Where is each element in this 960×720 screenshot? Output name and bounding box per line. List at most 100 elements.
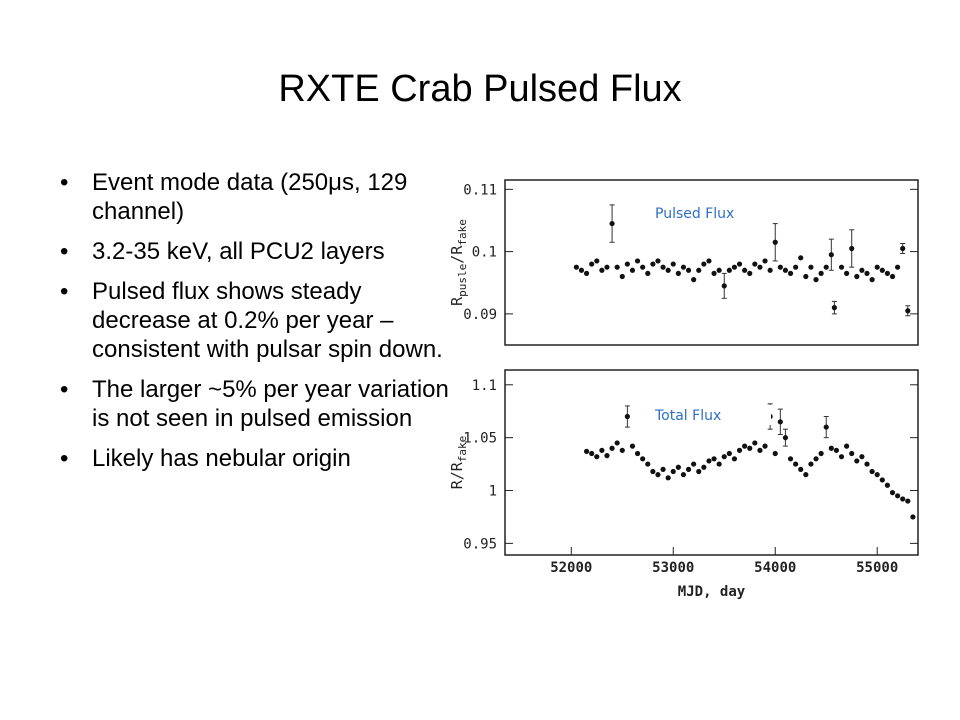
data-point <box>599 267 605 273</box>
data-point <box>772 239 778 245</box>
data-point <box>844 270 850 276</box>
data-point <box>905 308 911 314</box>
data-point <box>604 264 610 270</box>
y-axis-label: R/Rfake <box>448 436 469 490</box>
data-point <box>691 461 697 467</box>
data-point <box>670 468 676 475</box>
data-point <box>650 261 656 267</box>
annotation: Pulsed Flux <box>655 206 734 222</box>
data-point <box>594 258 600 264</box>
annotation: Total Flux <box>654 408 721 424</box>
data-point <box>736 261 743 267</box>
x-tick-label: 54000 <box>754 560 796 576</box>
data-point <box>859 267 865 273</box>
x-tick-label: 53000 <box>652 560 694 576</box>
bullet: Event mode data (250μs, 129 channel) <box>60 168 460 226</box>
data-point <box>762 443 768 449</box>
data-point <box>721 283 727 289</box>
data-point <box>874 472 880 478</box>
data-point <box>609 445 615 451</box>
data-point <box>895 264 901 270</box>
data-point <box>645 461 651 467</box>
data-point <box>742 443 748 449</box>
data-point <box>787 270 794 276</box>
data-point <box>844 443 850 449</box>
data-point <box>813 456 819 462</box>
data-point <box>624 261 630 267</box>
data-point <box>696 468 702 475</box>
data-point <box>721 454 727 460</box>
data-point <box>726 267 732 273</box>
data-point <box>645 270 651 276</box>
data-point <box>752 440 758 446</box>
data-point <box>701 464 707 470</box>
data-point <box>757 264 763 270</box>
data-point <box>782 267 789 273</box>
data-point <box>889 273 896 280</box>
data-point <box>680 472 687 478</box>
data-point <box>583 270 590 276</box>
y-axis-label-part: R <box>448 296 466 306</box>
annotation-bg <box>651 203 771 223</box>
y-tick-label: 0.11 <box>463 182 497 198</box>
data-point <box>864 461 870 467</box>
data-point <box>823 424 829 430</box>
data-point <box>854 458 860 464</box>
data-point <box>604 453 610 459</box>
data-point <box>849 450 855 457</box>
data-point <box>889 490 896 496</box>
data-point <box>874 264 880 270</box>
data-point <box>731 264 738 270</box>
data-point <box>757 447 763 453</box>
data-point <box>752 261 758 267</box>
data-point <box>900 496 906 502</box>
data-point <box>650 468 656 475</box>
data-point <box>731 456 738 462</box>
data-point <box>589 261 595 267</box>
data-point <box>859 454 865 460</box>
data-point <box>854 273 860 280</box>
data-point <box>838 264 845 270</box>
plot-frame <box>504 179 919 346</box>
data-point <box>762 258 768 264</box>
data-point <box>900 245 906 252</box>
data-point <box>680 264 687 270</box>
data-point <box>660 466 666 472</box>
bullet: Pulsed flux shows steady decrease at 0.2… <box>60 277 460 364</box>
data-point <box>614 264 620 270</box>
data-point <box>879 477 885 483</box>
plot-frame <box>504 369 919 556</box>
data-point <box>640 456 646 462</box>
data-point <box>831 305 837 311</box>
data-point <box>808 264 814 270</box>
data-point <box>787 456 794 462</box>
data-point <box>777 264 783 270</box>
data-point <box>578 267 585 273</box>
data-point <box>665 267 671 273</box>
data-point <box>660 264 666 270</box>
data-point <box>838 454 845 460</box>
data-point <box>808 461 814 467</box>
annotation-bg <box>651 405 771 425</box>
data-point <box>849 245 855 252</box>
data-point <box>869 277 875 283</box>
data-point <box>599 447 605 453</box>
data-point <box>793 264 799 270</box>
data-point <box>589 450 595 457</box>
data-point <box>640 264 646 270</box>
data-point <box>828 252 834 258</box>
data-point <box>905 498 911 504</box>
y-axis-label-part: pusle <box>456 264 469 297</box>
bullet: The larger ~5% per year variation is not… <box>60 375 460 433</box>
data-point <box>706 458 712 464</box>
x-tick-label: 55000 <box>856 560 898 576</box>
data-point <box>609 220 615 227</box>
y-tick-label: 1.1 <box>472 378 497 394</box>
y-axis-label: Rpusle/Rfake <box>448 219 469 306</box>
data-point <box>675 464 681 470</box>
data-point <box>655 472 661 478</box>
data-point <box>828 445 834 451</box>
y-axis-label-part: /R <box>448 245 466 264</box>
y-tick-label: 1 <box>489 484 497 500</box>
data-point <box>696 267 702 273</box>
